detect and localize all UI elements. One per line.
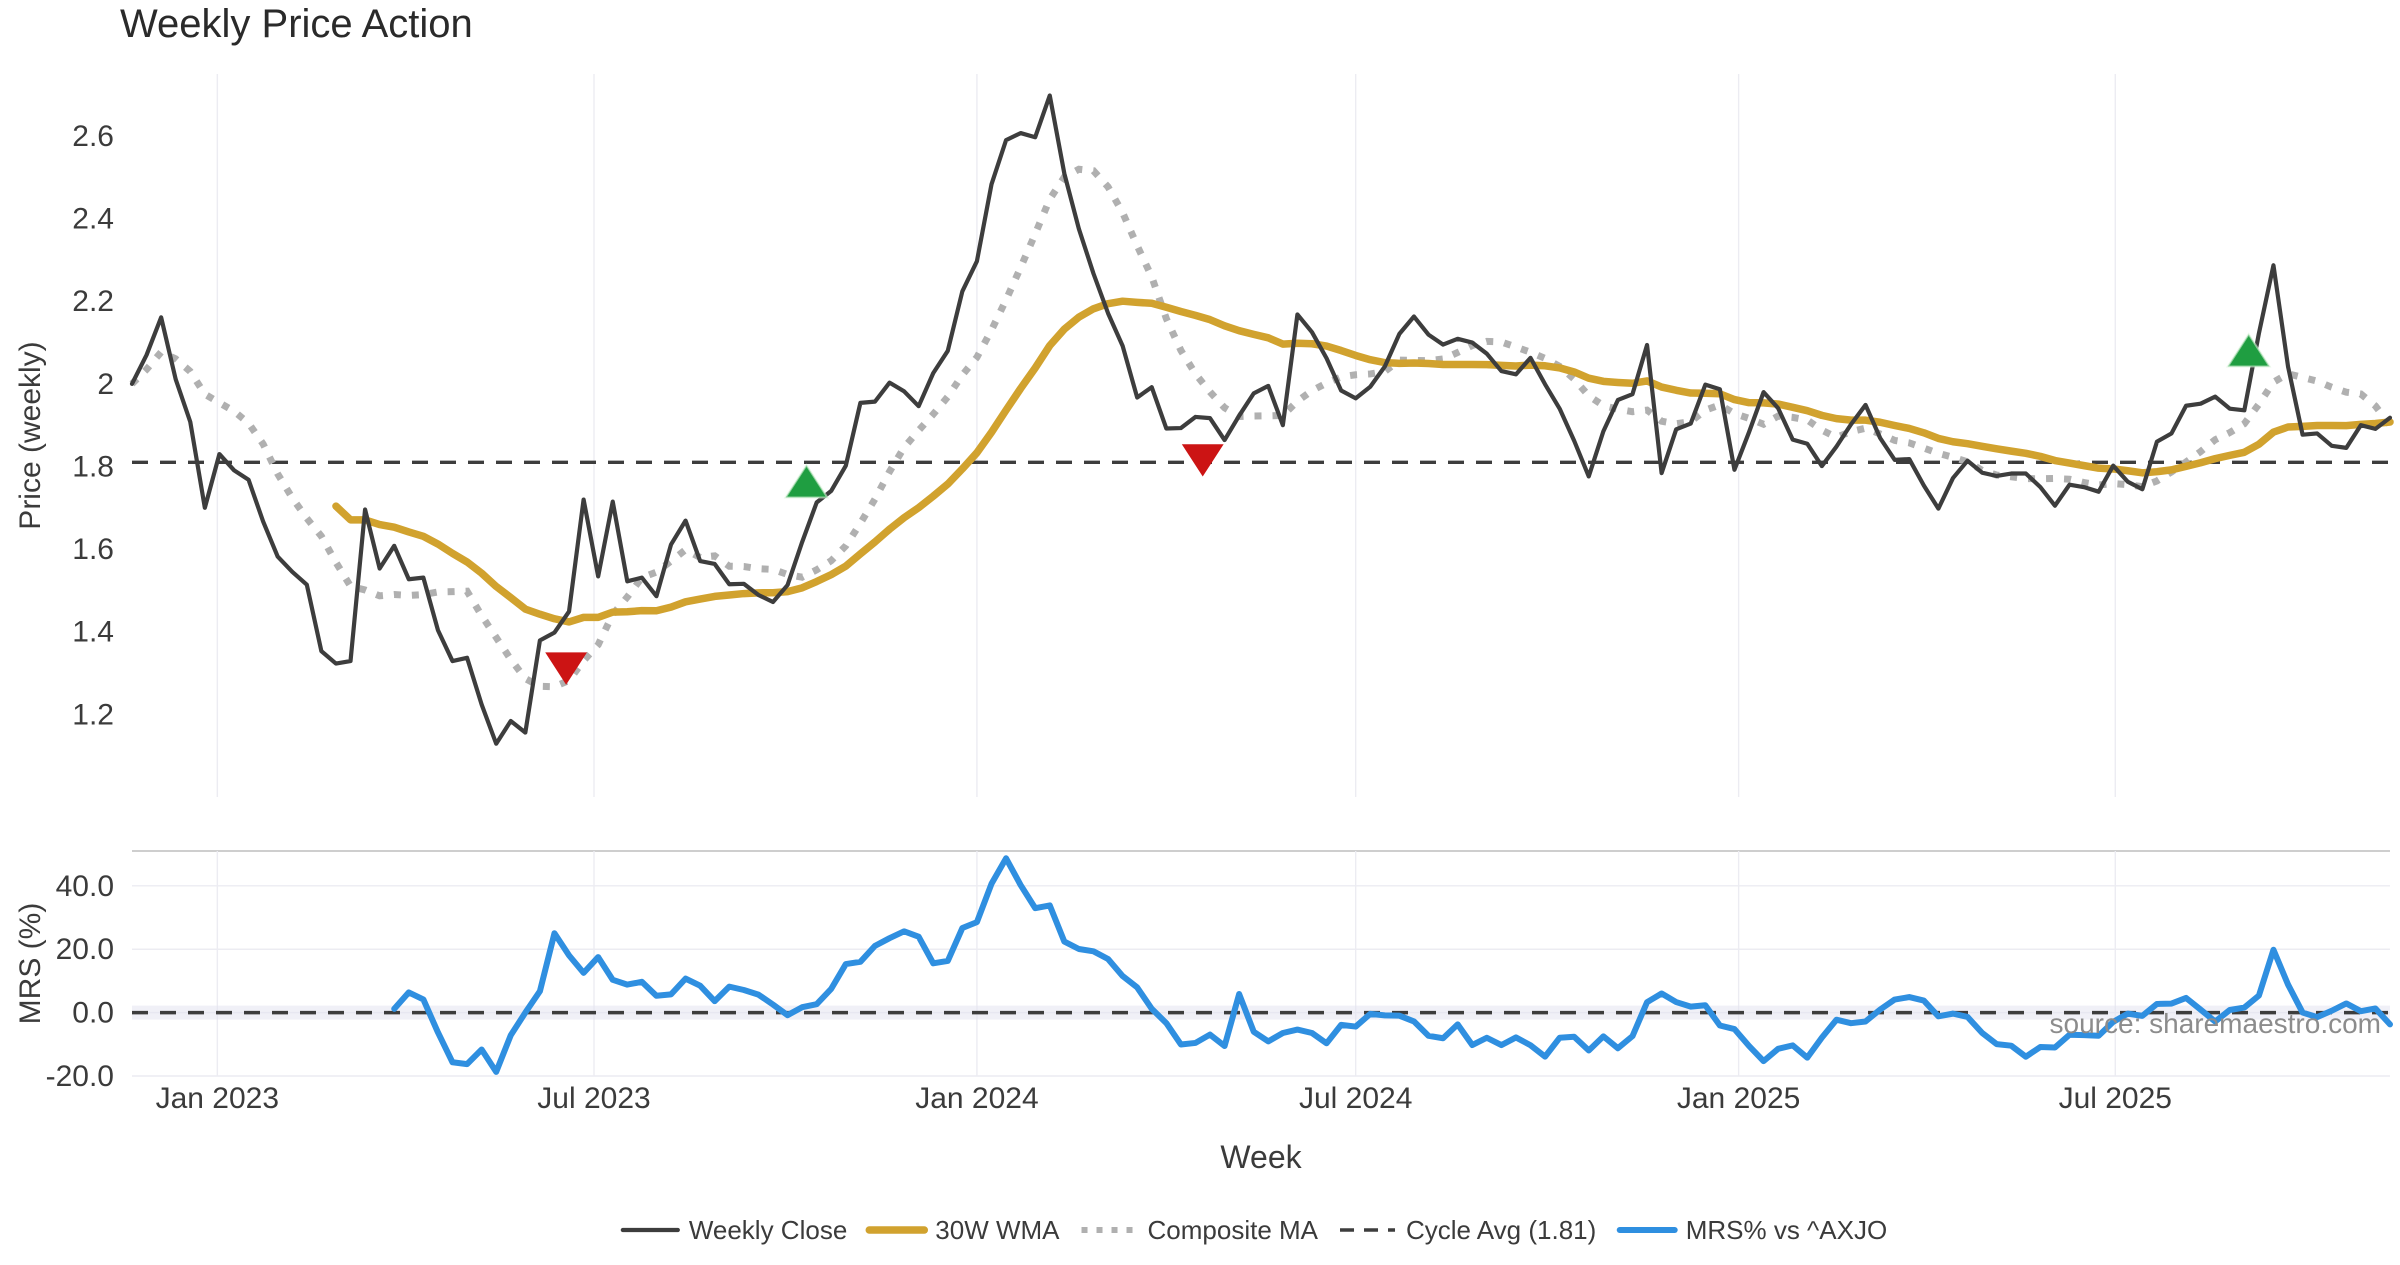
svg-text:2.4: 2.4 [72, 203, 114, 236]
svg-text:1.6: 1.6 [72, 533, 114, 566]
svg-text:Weekly Close: Weekly Close [689, 1215, 847, 1245]
svg-text:Jan 2024: Jan 2024 [915, 1082, 1038, 1115]
svg-text:Jul 2024: Jul 2024 [1299, 1082, 1412, 1115]
svg-text:1.4: 1.4 [72, 616, 114, 649]
svg-text:Jul 2025: Jul 2025 [2059, 1082, 2172, 1115]
svg-text:2.2: 2.2 [72, 285, 114, 318]
svg-text:1.8: 1.8 [72, 450, 114, 483]
svg-text:0.0: 0.0 [72, 997, 114, 1030]
svg-text:Composite MA: Composite MA [1148, 1215, 1319, 1245]
svg-text:Week: Week [1220, 1139, 1302, 1175]
svg-text:Jan 2025: Jan 2025 [1677, 1082, 1800, 1115]
svg-text:1.2: 1.2 [72, 698, 114, 731]
svg-text:MRS (%): MRS (%) [14, 903, 47, 1025]
svg-text:Price (weekly): Price (weekly) [14, 341, 47, 529]
svg-text:Jul 2023: Jul 2023 [537, 1082, 650, 1115]
svg-text:source: sharemaestro.com: source: sharemaestro.com [2050, 1008, 2381, 1039]
svg-text:40.0: 40.0 [56, 870, 114, 903]
svg-text:30W WMA: 30W WMA [935, 1215, 1060, 1245]
svg-text:-20.0: -20.0 [46, 1060, 114, 1093]
svg-text:2.6: 2.6 [72, 120, 114, 153]
svg-text:Jan 2023: Jan 2023 [156, 1082, 279, 1115]
svg-text:MRS% vs ^AXJO: MRS% vs ^AXJO [1686, 1215, 1887, 1245]
svg-text:Cycle Avg (1.81): Cycle Avg (1.81) [1406, 1215, 1596, 1245]
svg-text:20.0: 20.0 [56, 933, 114, 966]
svg-text:2: 2 [97, 368, 114, 401]
